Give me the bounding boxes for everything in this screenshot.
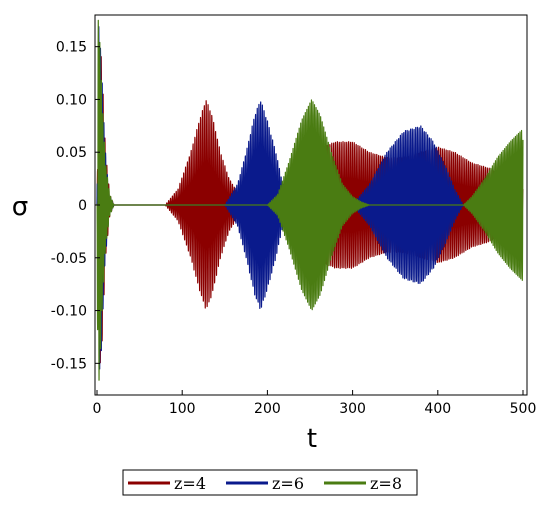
y-tick-label: 0.10 (56, 92, 87, 108)
series-layer (96, 19, 524, 381)
y-tick-label: -0.10 (51, 304, 87, 320)
legend: z=4 z=6 z=8 (122, 469, 418, 496)
y-tick-label: -0.15 (51, 356, 87, 372)
x-tick-label: 100 (169, 401, 196, 417)
y-tick-label: 0 (78, 198, 87, 214)
legend-label: z=6 (272, 474, 304, 493)
x-tick-label: 400 (424, 401, 451, 417)
y-tick-label: -0.05 (51, 251, 87, 267)
legend-box (122, 469, 418, 496)
ticks-layer: 0 100 200 300 400 500 0.15 0.10 0.05 0 -0.05 -0.10 -… (51, 40, 537, 417)
x-tick-label: 300 (339, 401, 366, 417)
x-axis-title: t (307, 424, 317, 454)
series-line-z=8 (96, 19, 524, 381)
y-tick-label: 0.15 (56, 40, 87, 56)
y-tick-label: 0.05 (56, 145, 87, 161)
x-tick-label: 0 (93, 401, 102, 417)
legend-label: z=8 (370, 474, 402, 493)
legend-label: z=4 (174, 474, 206, 493)
y-axis-title: σ (12, 192, 28, 222)
x-tick-label: 500 (510, 401, 537, 417)
x-tick-label: 200 (254, 401, 281, 417)
